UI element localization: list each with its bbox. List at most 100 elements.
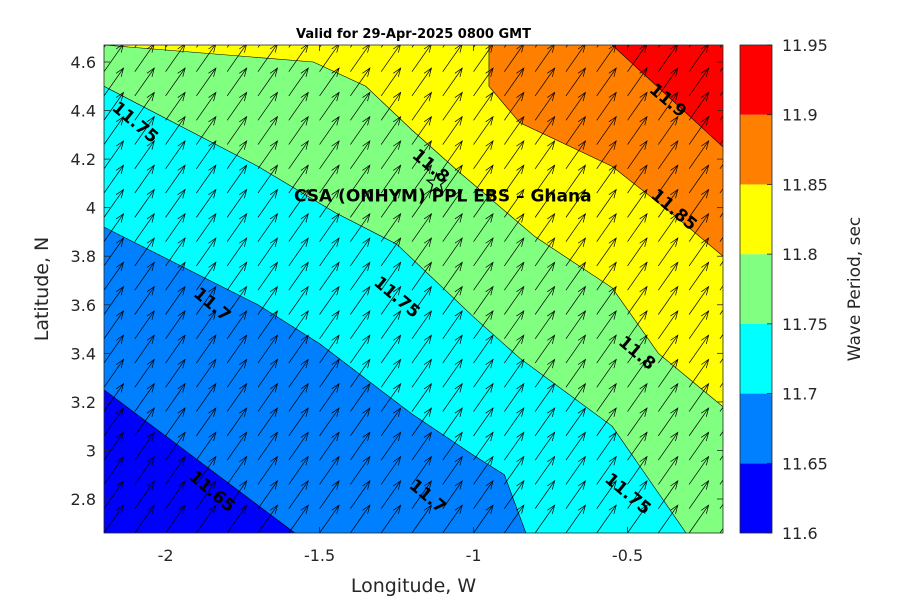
vector-arrow	[104, 431, 125, 461]
y-tick-label: 3	[86, 441, 96, 460]
vector-arrow	[473, 188, 494, 218]
vector-arrow	[134, 67, 155, 97]
vector-arrow	[473, 358, 494, 388]
y-tick-label: 3.4	[71, 344, 96, 363]
vector-arrow	[688, 188, 710, 218]
y-tick-label: 3.8	[71, 247, 96, 266]
vector-arrow	[411, 285, 433, 315]
vector-arrow	[534, 164, 556, 194]
vector-arrow	[442, 310, 463, 339]
colorbar-frame	[739, 44, 773, 534]
vector-arrow	[658, 285, 679, 315]
vector-arrow	[380, 455, 402, 485]
vector-arrow	[380, 45, 401, 72]
vector-arrow	[534, 212, 556, 242]
vector-arrow	[104, 91, 125, 121]
chart-title: Valid for 29-Apr-2025 0800 GMT	[296, 27, 531, 42]
vector-arrow	[226, 91, 248, 121]
vector-arrow	[350, 91, 371, 121]
vector-arrow	[627, 67, 648, 97]
vector-arrow	[565, 91, 587, 121]
vector-arrow	[473, 212, 494, 242]
vector-arrow	[288, 140, 309, 170]
vector-arrow	[288, 431, 309, 461]
site-layer: CSA (ONHYM) PPL EBS – Ghana	[294, 171, 592, 207]
vector-arrow	[196, 431, 217, 461]
vector-arrow	[380, 358, 402, 388]
vector-arrow	[658, 504, 679, 533]
vector-arrow	[104, 188, 125, 218]
vector-arrow	[257, 140, 279, 170]
vector-arrow	[196, 358, 217, 388]
vector-arrow	[257, 261, 279, 291]
vector-arrow	[257, 504, 279, 533]
vector-arrow	[442, 140, 463, 170]
vector-arrow	[257, 480, 279, 509]
vector-arrow	[288, 91, 309, 121]
vector-arrow	[104, 164, 125, 194]
x-tick-label: -2	[158, 546, 174, 565]
vector-arrow	[565, 45, 569, 48]
vector-arrow	[319, 237, 340, 267]
vector-arrow	[565, 431, 587, 461]
colorbar-swatch	[740, 323, 772, 394]
vector-arrow	[565, 310, 587, 339]
vector-arrow	[688, 212, 710, 242]
vector-arrow	[473, 164, 494, 194]
vector-arrow	[319, 504, 340, 533]
vector-arrow	[226, 285, 248, 315]
vector-arrow	[565, 358, 587, 388]
vector-arrow	[196, 382, 217, 412]
vector-arrow	[627, 431, 648, 461]
vector-arrow	[596, 91, 617, 121]
vector-arrow	[196, 115, 217, 145]
vector-arrow	[380, 140, 402, 170]
vector-arrow	[226, 45, 247, 72]
vector-arrow	[473, 67, 494, 97]
vector-arrow	[442, 504, 463, 533]
vector-arrow	[411, 504, 433, 533]
vector-arrow	[411, 407, 433, 437]
vector-arrow	[627, 285, 648, 315]
vector-arrow	[596, 334, 617, 364]
vector-arrow	[165, 91, 186, 121]
vector-arrow	[134, 115, 155, 145]
vector-arrow	[350, 334, 371, 364]
vector-arrow	[534, 91, 556, 121]
vector-arrow	[350, 382, 371, 412]
vector-arrow	[442, 188, 463, 218]
vector-arrow	[411, 455, 433, 485]
vector-arrow	[196, 91, 217, 121]
vector-arrow	[627, 91, 648, 121]
vector-arrow	[442, 45, 463, 72]
vector-arrow	[226, 188, 248, 218]
vector-arrow	[319, 67, 340, 97]
vector-arrow	[627, 310, 648, 339]
vector-arrow	[226, 164, 248, 194]
vector-arrow	[504, 164, 525, 194]
vector-arrow	[319, 310, 340, 339]
vector-arrow	[350, 310, 371, 339]
vector-arrow	[534, 407, 556, 437]
vector-arrow	[627, 334, 648, 364]
vector-arrow	[504, 91, 525, 121]
site-label: CSA (ONHYM) PPL EBS – Ghana	[294, 187, 592, 207]
vector-arrow	[627, 45, 630, 48]
vector-arrow	[350, 261, 371, 291]
vector-arrow	[534, 382, 556, 412]
vector-arrow	[319, 455, 340, 485]
vector-arrow	[319, 91, 340, 121]
vector-arrow	[196, 67, 217, 97]
colorbar-swatch	[740, 45, 772, 115]
vector-arrow	[504, 140, 525, 170]
vector-arrow	[411, 382, 433, 412]
vector-arrow	[288, 164, 309, 194]
vector-arrow	[134, 358, 155, 388]
y-axis-ticks: 2.8 3 3.2 3.4 3.6 3.8 4 4.2 4.4 4.6	[71, 53, 723, 509]
vector-arrow	[319, 407, 340, 437]
vector-arrow	[658, 382, 679, 412]
x-axis-ticks: -2 -1.5 -1 -0.5	[158, 45, 643, 565]
vector-arrow	[565, 285, 587, 315]
vector-arrow	[196, 407, 217, 437]
vector-arrow	[596, 480, 617, 509]
